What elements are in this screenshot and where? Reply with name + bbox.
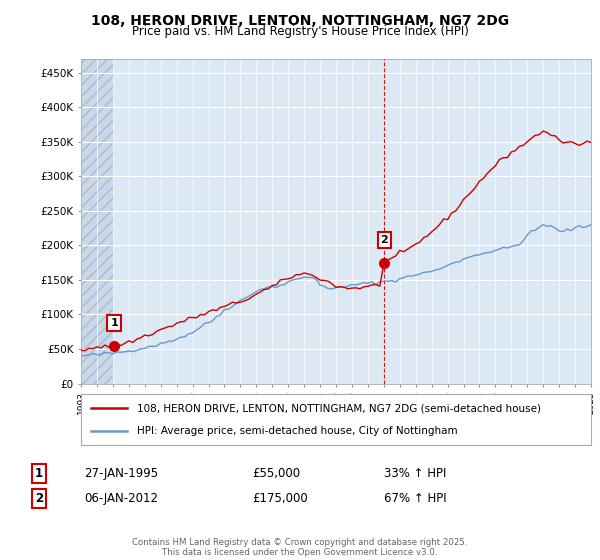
Text: 2: 2 xyxy=(35,492,43,505)
Text: Contains HM Land Registry data © Crown copyright and database right 2025.
This d: Contains HM Land Registry data © Crown c… xyxy=(132,538,468,557)
Text: 06-JAN-2012: 06-JAN-2012 xyxy=(84,492,158,505)
Text: 27-JAN-1995: 27-JAN-1995 xyxy=(84,466,158,480)
FancyBboxPatch shape xyxy=(81,394,591,445)
Text: £55,000: £55,000 xyxy=(252,466,300,480)
Text: £175,000: £175,000 xyxy=(252,492,308,505)
Text: HPI: Average price, semi-detached house, City of Nottingham: HPI: Average price, semi-detached house,… xyxy=(137,426,458,436)
Text: 1: 1 xyxy=(35,466,43,480)
Text: 108, HERON DRIVE, LENTON, NOTTINGHAM, NG7 2DG: 108, HERON DRIVE, LENTON, NOTTINGHAM, NG… xyxy=(91,14,509,28)
Text: Price paid vs. HM Land Registry's House Price Index (HPI): Price paid vs. HM Land Registry's House … xyxy=(131,25,469,38)
Text: 67% ↑ HPI: 67% ↑ HPI xyxy=(384,492,446,505)
Bar xyxy=(81,59,114,384)
Text: 33% ↑ HPI: 33% ↑ HPI xyxy=(384,466,446,480)
Text: 2: 2 xyxy=(380,235,388,245)
Text: 1: 1 xyxy=(110,318,118,328)
Text: 108, HERON DRIVE, LENTON, NOTTINGHAM, NG7 2DG (semi-detached house): 108, HERON DRIVE, LENTON, NOTTINGHAM, NG… xyxy=(137,403,541,413)
